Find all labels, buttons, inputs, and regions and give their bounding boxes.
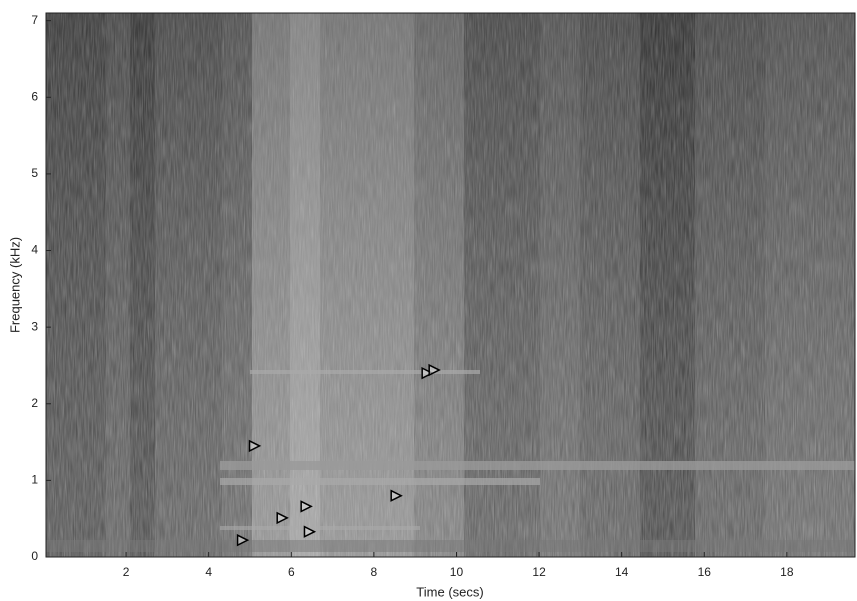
y-tick-label: 1 [31,473,38,487]
y-tick-label: 7 [31,13,38,27]
marker [248,439,262,453]
marker [428,363,441,377]
x-tick-label: 12 [532,565,546,579]
x-axis-label: Time (secs) [416,584,483,599]
x-tick-label: 10 [450,565,464,579]
y-tick-label: 4 [31,243,38,257]
marker [276,511,289,525]
y-tick-label: 0 [31,549,38,563]
y-tick-label: 6 [31,89,38,103]
x-tick-label: 14 [615,565,629,579]
y-tick-label: 5 [31,166,38,180]
spectrogram [46,13,855,557]
marker [300,500,313,513]
marker [303,525,317,538]
x-tick-label: 8 [371,565,378,579]
x-tick-label: 4 [205,565,212,579]
marker [421,366,434,380]
x-tick-label: 6 [288,565,295,579]
x-tick-label: 18 [780,565,794,579]
marker [236,533,250,547]
y-tick-label: 3 [31,319,38,333]
y-tick-label: 2 [31,396,38,410]
y-axis-label: Frequency (kHz) [7,237,22,333]
x-tick-label: 2 [123,565,130,579]
marker [390,489,403,502]
x-tick-label: 16 [698,565,712,579]
plot-frame [45,12,856,558]
